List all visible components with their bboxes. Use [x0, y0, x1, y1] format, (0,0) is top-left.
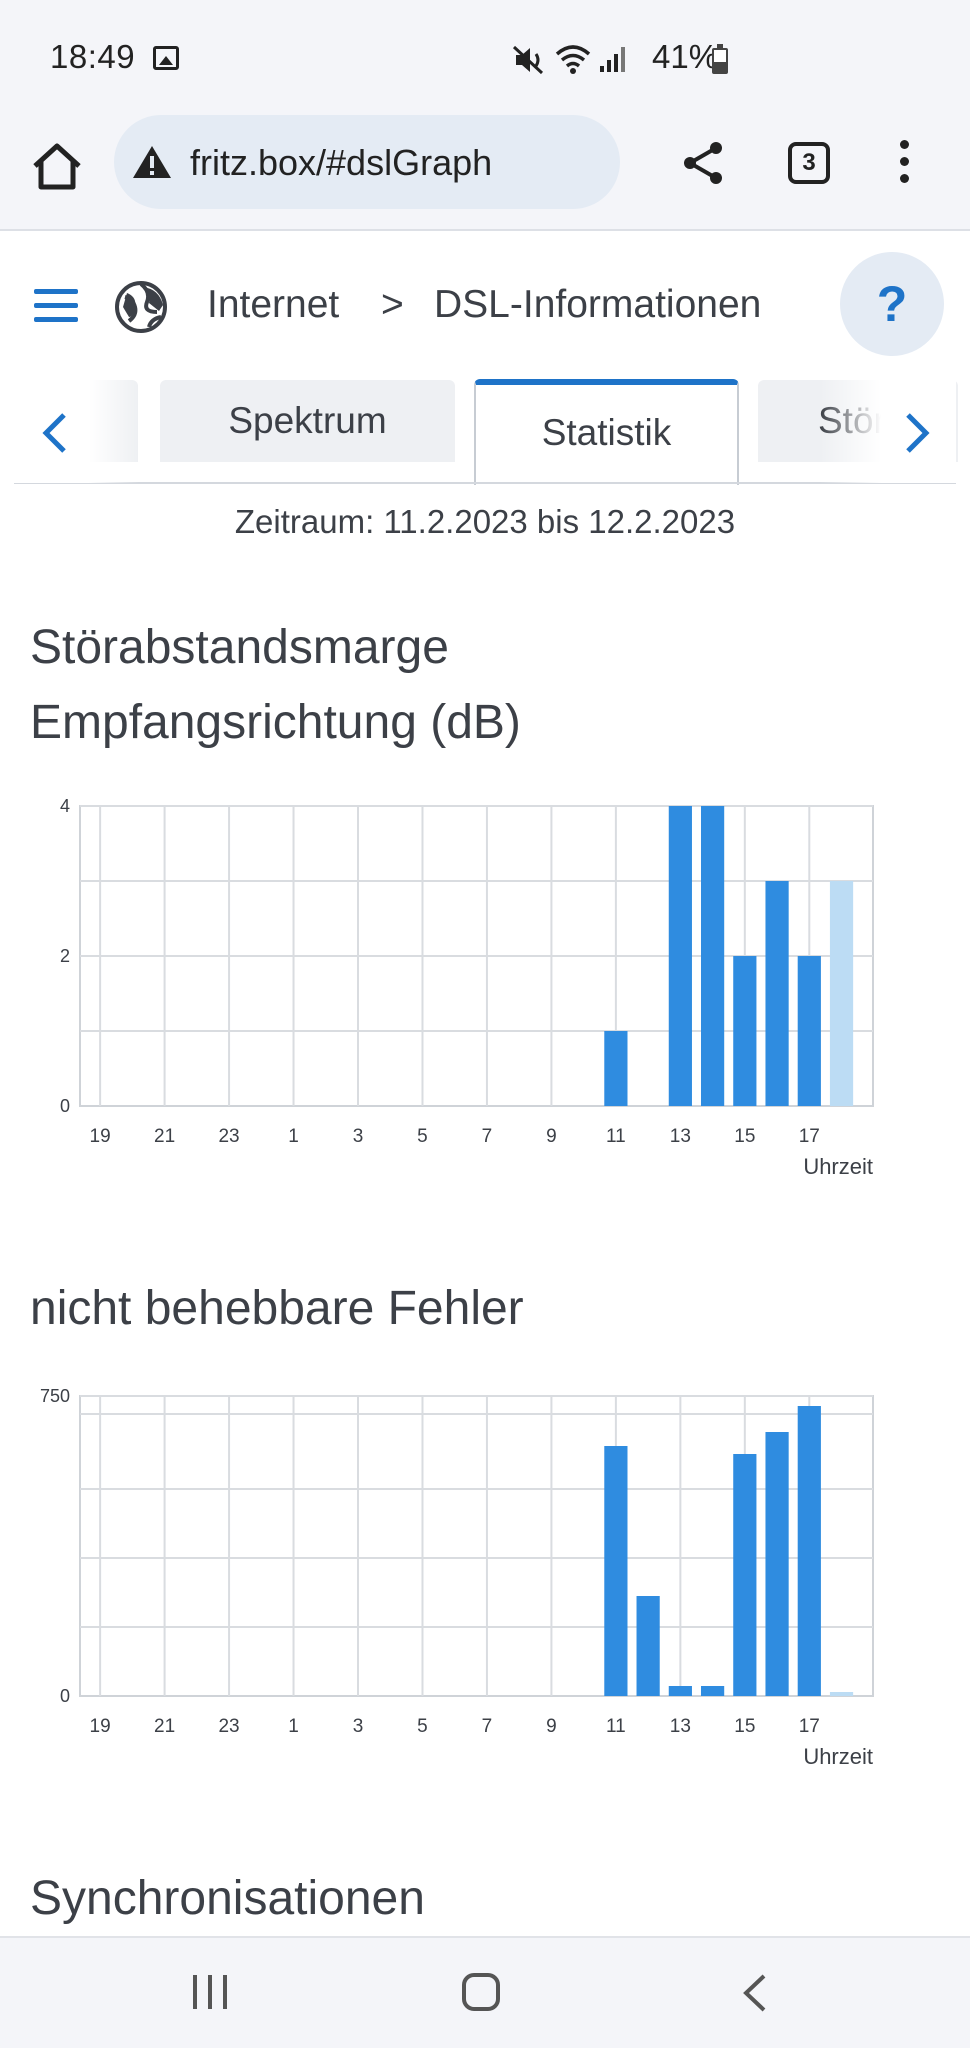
- chart2-x-tick: 11: [606, 1716, 626, 1737]
- chart2-bar: [604, 1446, 628, 1696]
- chart1-x-tick: 7: [482, 1126, 493, 1147]
- chart1-bar: [700, 806, 725, 1106]
- chart2-x-tick: 5: [417, 1716, 428, 1737]
- warning-icon[interactable]: [132, 145, 172, 179]
- chart1-y-tick: 4: [60, 796, 70, 816]
- chart1-y-tick: 0: [60, 1096, 70, 1116]
- chart1-x-tick: 21: [154, 1126, 175, 1147]
- nav-home-icon[interactable]: [462, 1973, 500, 2011]
- mute-icon: [512, 45, 544, 75]
- chart1-bar-current: [829, 881, 854, 1106]
- chart1-x-tick: 23: [218, 1126, 239, 1147]
- chart2-bar: [700, 1686, 725, 1696]
- chart1-bar: [604, 1031, 628, 1106]
- chart1-title-line1: Störabstandsmarge: [30, 621, 449, 674]
- chart1-x-tick: 11: [606, 1126, 626, 1147]
- signal-icon: [600, 47, 625, 72]
- sync-title: Synchronisationen: [30, 1872, 425, 1925]
- chart1-x-tick: 17: [799, 1126, 820, 1147]
- tab-fade-right: [820, 379, 956, 483]
- chart1-title-line2: Empfangsrichtung (dB): [30, 696, 521, 749]
- snr-margin-chart: 19 21 23 1 3 5 7 9 11 13 15 17 0 2 4 Uhrzeit: [40, 791, 890, 1211]
- chart2-x-tick: 3: [353, 1716, 364, 1737]
- chevron-right-icon[interactable]: [902, 411, 932, 455]
- share-icon[interactable]: [680, 140, 726, 186]
- chart2-x-tick: 13: [670, 1716, 691, 1737]
- status-time: 18:49: [50, 38, 136, 75]
- chart2-bar: [797, 1406, 821, 1696]
- web-page: Internet > DSL-Informationen ? Spektrum …: [0, 231, 970, 1936]
- chart2-bar: [765, 1432, 789, 1696]
- chart2-bar: [733, 1454, 757, 1696]
- breadcrumb-separator: >: [381, 283, 404, 326]
- chart2-x-label: Uhrzeit: [803, 1744, 873, 1769]
- recent-apps-icon[interactable]: [193, 1975, 229, 2009]
- more-menu-icon[interactable]: [894, 140, 914, 190]
- chart1-bar: [668, 806, 692, 1106]
- browser-toolbar: fritz.box/#dslGraph 3: [0, 110, 970, 230]
- chart2-x-tick: 17: [799, 1716, 820, 1737]
- chart2-x-tick: 15: [734, 1716, 755, 1737]
- chart1-x-tick: 5: [417, 1126, 428, 1147]
- chart2-bar-current: [829, 1692, 854, 1696]
- breadcrumb-dsl-informationen: DSL-Informationen: [434, 283, 762, 326]
- chart2-x-tick: 19: [90, 1716, 111, 1737]
- home-icon[interactable]: [30, 140, 84, 194]
- chart1-x-tick: 1: [288, 1126, 299, 1147]
- globe-icon: [115, 281, 167, 333]
- chart1-bar: [765, 881, 789, 1106]
- chart2-bar: [668, 1686, 692, 1696]
- tab-fade-left: [14, 379, 139, 483]
- url-bar[interactable]: fritz.box/#dslGraph: [114, 115, 620, 209]
- tab-switcher-button[interactable]: 3: [788, 142, 830, 184]
- url-text[interactable]: fritz.box/#dslGraph: [190, 142, 493, 183]
- period-text: Zeitraum: 11.2.2023 bis 12.2.2023: [234, 503, 736, 540]
- chart1-x-tick: 15: [734, 1126, 755, 1147]
- tab-spektrum[interactable]: Spektrum: [160, 380, 455, 462]
- battery-percent: 41%: [652, 38, 719, 75]
- breadcrumb-internet[interactable]: Internet: [207, 283, 340, 326]
- status-bar: 18:49 41%: [0, 0, 970, 110]
- chart2-x-tick: 9: [546, 1716, 557, 1737]
- chart1-x-tick: 13: [670, 1126, 691, 1147]
- chart2-x-tick: 23: [218, 1716, 239, 1737]
- battery-icon: [712, 44, 728, 74]
- chart1-y-tick: 2: [60, 946, 70, 966]
- android-nav-bar: [0, 1936, 970, 2048]
- chart1-title: Störabstandsmarge Empfangsrichtung (dB): [30, 610, 521, 760]
- chart1-bar: [733, 956, 757, 1106]
- chevron-left-icon[interactable]: [40, 411, 70, 455]
- chart1-bar: [797, 956, 821, 1106]
- wifi-icon: [555, 45, 591, 74]
- chart2-bar: [636, 1596, 660, 1696]
- hamburger-menu-icon[interactable]: [34, 289, 78, 323]
- chart2-x-tick: 21: [154, 1716, 175, 1737]
- chart1-x-tick: 9: [546, 1126, 557, 1147]
- tab-bar-underline: [14, 482, 956, 484]
- chart2-title: nicht behebbare Fehler: [30, 1282, 524, 1335]
- gallery-icon: [153, 46, 179, 70]
- uncorrectable-errors-chart: 19 21 23 1 3 5 7 9 11 13 15 17 0 750 Uhrzeit: [40, 1381, 890, 1801]
- chart1-x-tick: 3: [353, 1126, 364, 1147]
- chart1-x-label: Uhrzeit: [803, 1154, 873, 1179]
- help-button[interactable]: ?: [840, 252, 944, 356]
- nav-back-icon[interactable]: [740, 1973, 770, 2013]
- chart2-x-tick: 7: [482, 1716, 493, 1737]
- chart2-x-tick: 1: [288, 1716, 299, 1737]
- chart2-y-tick: 0: [60, 1686, 70, 1706]
- chart1-x-tick: 19: [90, 1126, 111, 1147]
- toolbar-divider: [0, 229, 970, 231]
- tab-statistik[interactable]: Statistik: [474, 379, 739, 485]
- chart2-y-tick: 750: [40, 1386, 70, 1406]
